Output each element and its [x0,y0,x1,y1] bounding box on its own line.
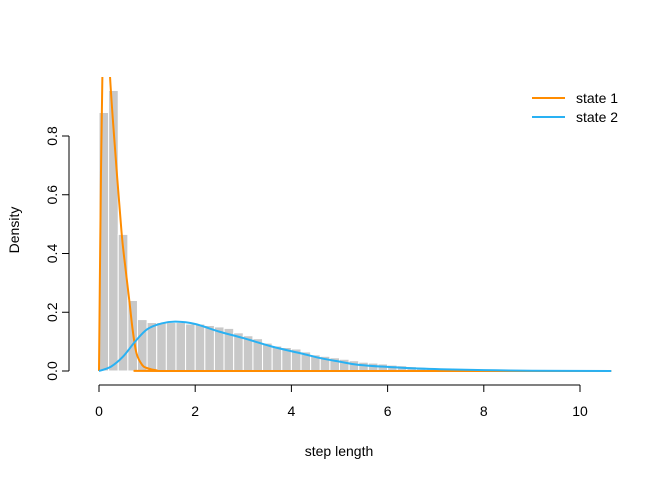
y-tick-label: 0.4 [44,244,60,264]
density-curve-state-1 [98,77,612,373]
x-tick-label: 2 [191,403,199,419]
y-tick-label: 0.8 [44,126,60,146]
histogram-bar [194,323,206,372]
histogram-bars [98,89,581,372]
y-tick-label: 0.2 [44,302,60,322]
x-tick-label: 0 [95,403,103,419]
histogram-bar [165,322,177,372]
histogram-bar [108,89,119,372]
x-axis-label: step length [305,443,374,459]
histogram-bar [175,322,187,372]
histogram-bar [146,322,158,372]
x-axis: 0 2 4 6 8 10 [95,384,588,419]
legend-label-state-1: state 1 [576,90,618,106]
histogram-bar [204,324,215,372]
x-tick-label: 8 [480,403,488,419]
histogram-bar [348,360,360,372]
histogram-bar [271,345,283,372]
y-tick-label: 0.0 [44,361,60,381]
legend-label-state-2: state 2 [576,109,618,125]
density-curve-state-2 [98,320,612,372]
histogram-bar [185,323,196,372]
histogram-bar [136,319,148,372]
density-curves [98,77,612,373]
y-axis-label: Density [6,207,22,254]
legend: state 1 state 2 [532,90,618,125]
histogram-bar [358,361,369,372]
histogram-bar [156,322,167,372]
y-tick-label: 0.6 [44,185,60,205]
x-tick-label: 10 [572,403,588,419]
x-tick-label: 6 [384,403,392,419]
y-axis: 0.0 0.2 0.4 0.6 0.8 [44,126,70,381]
histogram-bar [262,342,273,372]
x-tick-label: 4 [288,403,296,419]
